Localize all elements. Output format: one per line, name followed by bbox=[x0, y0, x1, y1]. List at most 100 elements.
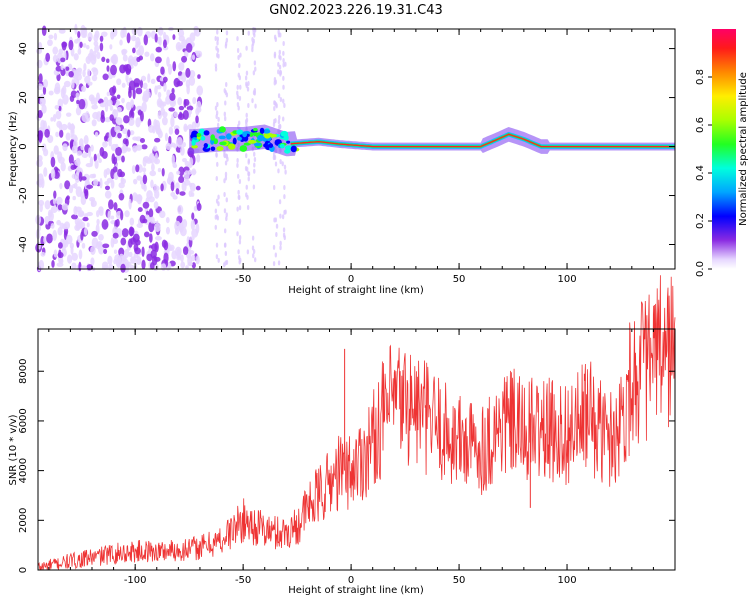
noise-blob bbox=[106, 58, 110, 64]
noise-blob bbox=[237, 249, 240, 255]
noise-blob bbox=[116, 106, 122, 113]
noise-blob bbox=[223, 242, 227, 248]
noise-blob bbox=[237, 173, 240, 179]
noise-blob bbox=[161, 239, 167, 248]
noise-blob bbox=[46, 233, 53, 244]
noise-blob bbox=[216, 36, 219, 42]
noise-blob bbox=[93, 33, 99, 43]
noise-blob bbox=[245, 192, 248, 198]
noise-blob bbox=[215, 198, 219, 204]
noise-blob bbox=[236, 102, 240, 108]
noise-blob bbox=[162, 39, 167, 49]
noise-blob bbox=[216, 47, 220, 53]
noise-blob bbox=[69, 242, 75, 249]
ridge-blob bbox=[232, 137, 237, 145]
noise-blob bbox=[135, 164, 140, 173]
noise-blob bbox=[154, 85, 158, 95]
noise-blob bbox=[224, 251, 228, 257]
noise-blob bbox=[141, 259, 146, 270]
noise-blob bbox=[178, 62, 185, 71]
noise-blob bbox=[185, 67, 191, 78]
noise-blob bbox=[155, 56, 162, 64]
noise-blob bbox=[38, 132, 43, 143]
noise-blob bbox=[158, 36, 162, 46]
noise-blob bbox=[224, 43, 228, 49]
noise-blob bbox=[282, 57, 285, 63]
noise-blob bbox=[178, 105, 185, 111]
noise-blob bbox=[60, 64, 64, 71]
noise-blob bbox=[102, 73, 109, 81]
noise-blob bbox=[74, 39, 79, 44]
noise-blob bbox=[58, 48, 64, 55]
noise-blob bbox=[138, 55, 144, 61]
x-tick-label: 50 bbox=[453, 575, 466, 586]
noise-blob bbox=[180, 261, 186, 269]
noise-blob bbox=[111, 97, 117, 105]
noise-blob bbox=[273, 51, 277, 57]
noise-blob bbox=[92, 111, 100, 120]
noise-blob bbox=[91, 104, 99, 110]
noise-blob bbox=[65, 132, 71, 141]
ridge-blob bbox=[252, 132, 259, 137]
noise-blob bbox=[172, 161, 177, 168]
noise-blob bbox=[197, 74, 201, 79]
noise-blob bbox=[275, 223, 279, 229]
noise-blob bbox=[245, 112, 248, 118]
noise-blob bbox=[282, 75, 285, 81]
noise-blob bbox=[108, 264, 114, 271]
noise-blob bbox=[43, 236, 47, 244]
colorbar-tick-label: 0.8 bbox=[695, 69, 706, 85]
noise-blob bbox=[41, 25, 47, 36]
noise-blob bbox=[225, 92, 229, 98]
noise-blob bbox=[150, 78, 156, 85]
noise-blob bbox=[128, 117, 135, 126]
noise-blob bbox=[83, 135, 89, 145]
noise-blob bbox=[252, 253, 255, 259]
noise-blob bbox=[238, 63, 241, 69]
noise-blob bbox=[160, 263, 167, 271]
noise-blob bbox=[136, 105, 143, 111]
noise-blob bbox=[90, 144, 94, 152]
noise-blob bbox=[95, 241, 101, 250]
noise-blob bbox=[93, 178, 99, 187]
noise-blob bbox=[117, 168, 123, 178]
noise-blob bbox=[104, 185, 111, 191]
noise-blob bbox=[48, 211, 54, 222]
noise-blob bbox=[132, 233, 140, 243]
noise-blob bbox=[133, 178, 138, 185]
ridge-blob bbox=[203, 142, 208, 149]
x-tick-label: -50 bbox=[235, 575, 251, 586]
noise-blob bbox=[102, 141, 108, 148]
ridge-blob bbox=[218, 135, 226, 140]
noise-blob bbox=[115, 146, 122, 156]
x-tick-label: 0 bbox=[348, 274, 354, 285]
noise-blob bbox=[40, 251, 46, 257]
noise-blob bbox=[165, 216, 170, 224]
noise-blob bbox=[130, 256, 137, 264]
noise-blob bbox=[106, 99, 113, 107]
noise-blob bbox=[191, 168, 197, 176]
noise-blob bbox=[74, 159, 81, 166]
noise-blob bbox=[252, 38, 256, 44]
noise-blob bbox=[118, 193, 125, 201]
noise-blob bbox=[188, 249, 195, 255]
noise-blob bbox=[225, 216, 228, 222]
noise-blob bbox=[182, 219, 188, 229]
colorbar-tick-label: 0.2 bbox=[695, 213, 706, 229]
noise-blob bbox=[43, 79, 49, 88]
noise-blob bbox=[68, 71, 74, 78]
noise-blob bbox=[245, 122, 248, 128]
ridge-blob bbox=[268, 143, 274, 148]
noise-blob bbox=[216, 215, 220, 221]
noise-blob bbox=[195, 50, 203, 58]
noise-blob bbox=[132, 88, 136, 100]
noise-blob bbox=[86, 211, 93, 217]
noise-blob bbox=[110, 215, 115, 220]
noise-blob bbox=[124, 248, 130, 258]
noise-blob bbox=[59, 182, 63, 190]
noise-blob bbox=[275, 231, 278, 237]
noise-blob bbox=[42, 86, 47, 95]
noise-blob bbox=[129, 217, 135, 226]
noise-blob bbox=[157, 100, 164, 106]
colorbar-gradient bbox=[712, 29, 736, 269]
